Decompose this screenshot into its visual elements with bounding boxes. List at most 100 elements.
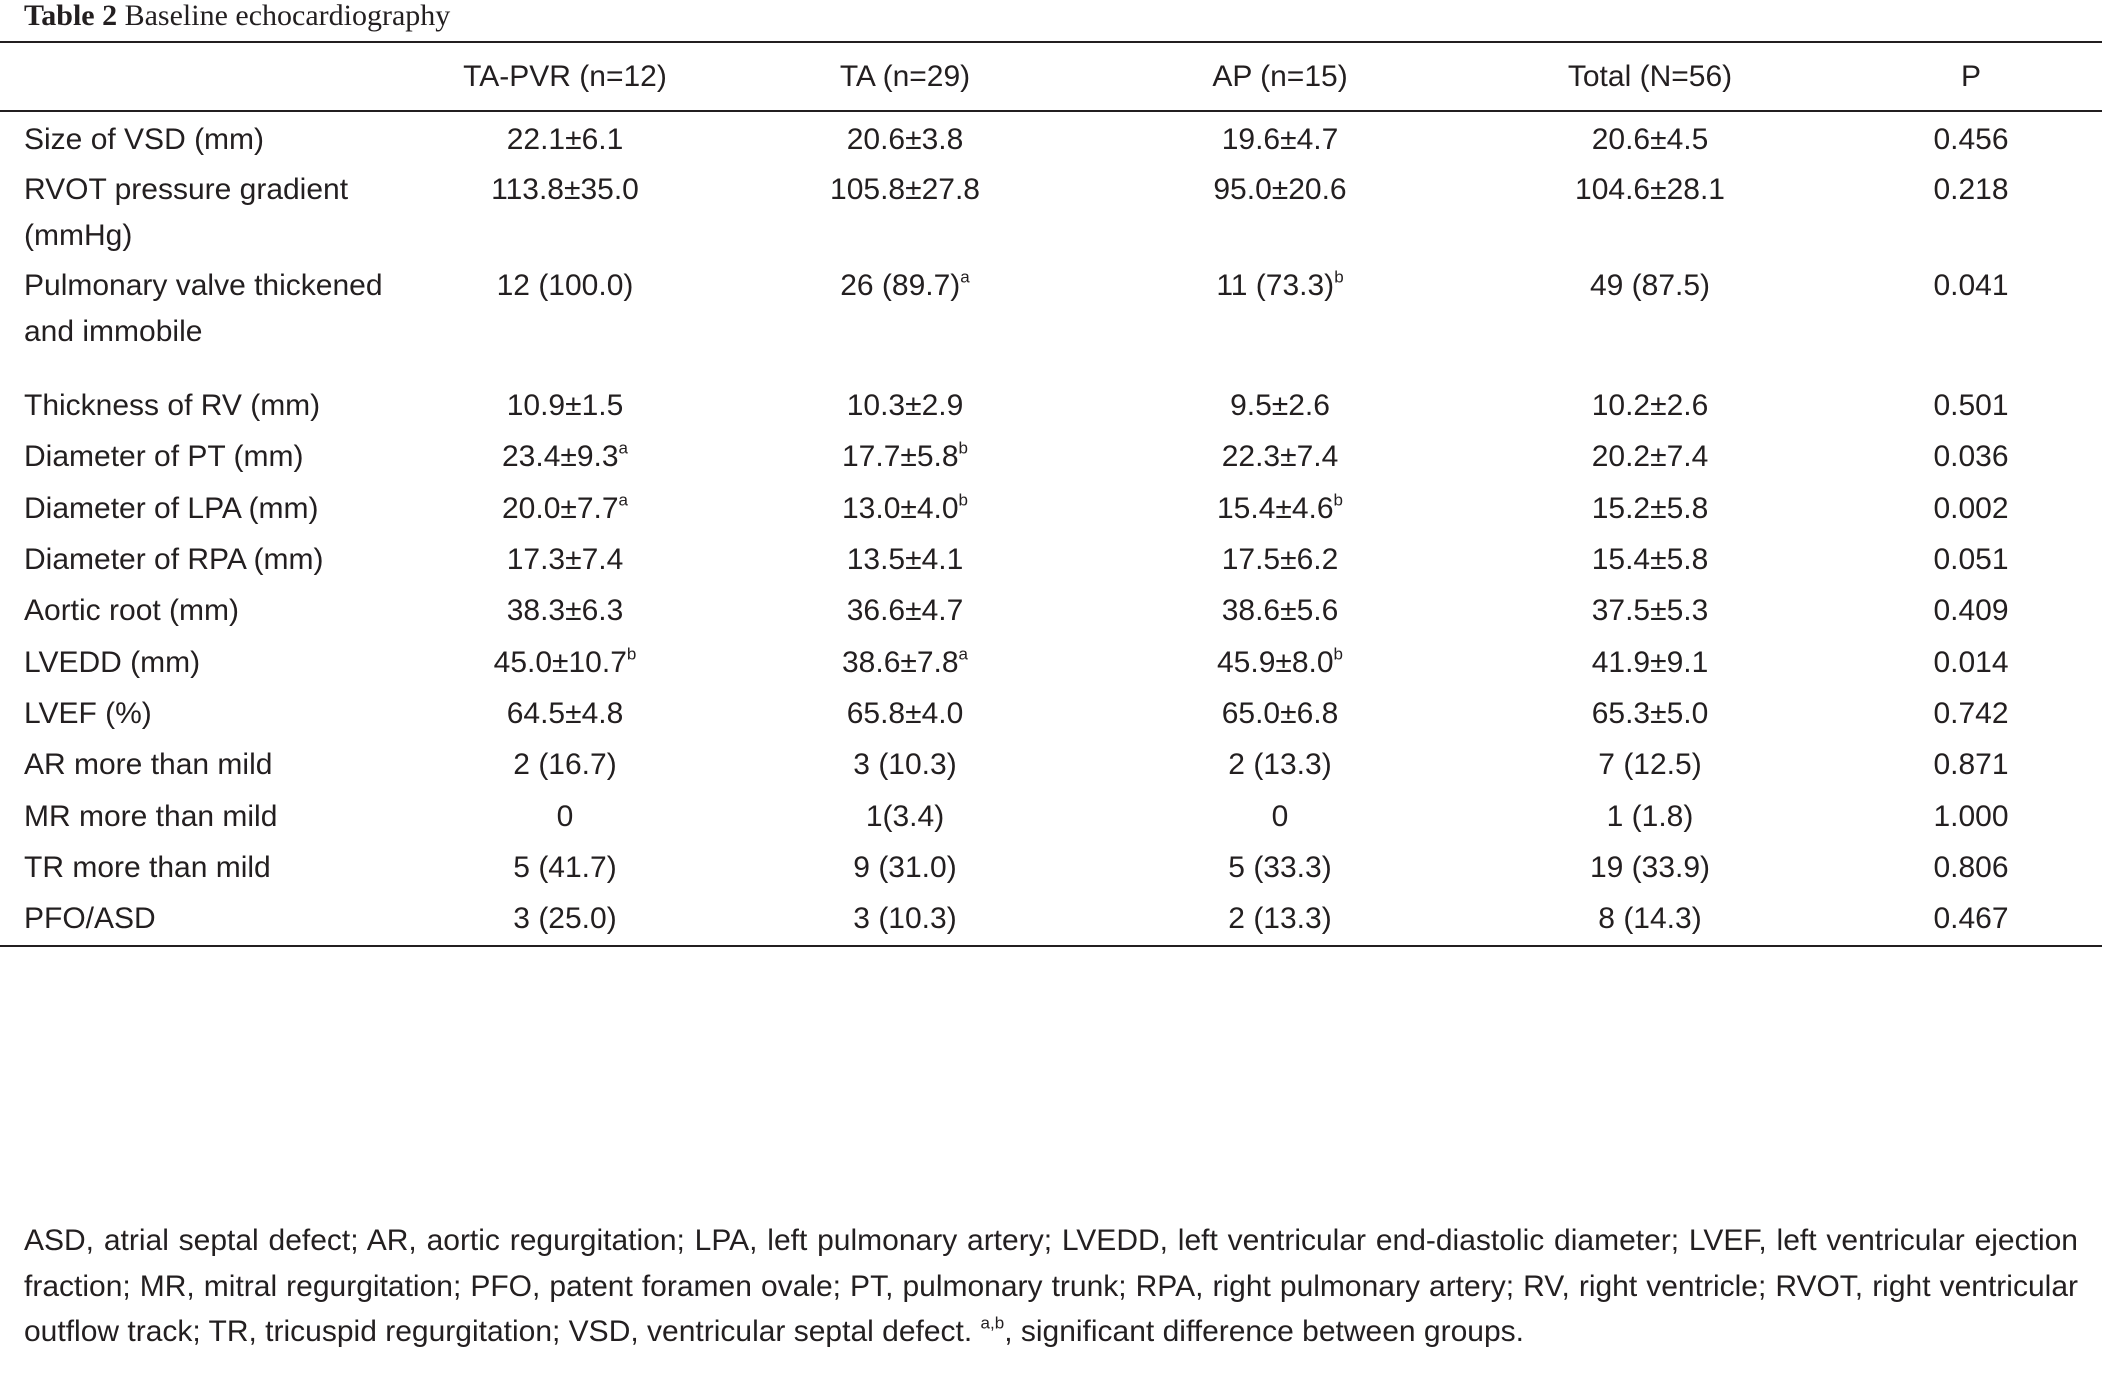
cell-value: 65.8±4.0: [846, 697, 964, 730]
table-cell: 0.051: [1840, 533, 2102, 584]
cell-value: 9 (31.0): [853, 851, 957, 884]
cell-superscript: b: [626, 644, 637, 664]
row-label: TR more than mild: [24, 851, 271, 884]
table-cell: 2 (16.7): [420, 738, 710, 790]
row-label: Thickness of RV (mm): [24, 389, 321, 422]
cell-value: 0.002: [1933, 492, 2009, 525]
table-cell: 17.7±5.8b: [710, 430, 1100, 482]
cell-value: 10.9±1.5: [506, 389, 624, 422]
table-header: TA-PVR (n=12) TA (n=29) AP (n=15) Total …: [0, 42, 2102, 111]
cell-value: 10.3±2.9: [846, 389, 964, 422]
table-cell: 0.467: [1840, 892, 2102, 946]
row-label: MR more than mild: [24, 800, 278, 833]
table-cell: 0.014: [1840, 636, 2102, 687]
table-cell: 3 (10.3): [710, 892, 1100, 946]
cell-value: 20.6±3.8: [846, 123, 964, 156]
cell-value: 17.3±7.4: [506, 543, 624, 576]
cell-value: 0.806: [1933, 851, 2009, 884]
cell-value: 0.051: [1933, 543, 2009, 576]
table-row: PFO/ASD 3 (25.0) 3 (10.3) 2 (13.3) 8 (14.3) 0…: [0, 892, 2102, 946]
table-cell: 37.5±5.3: [1460, 584, 1840, 636]
table-cell: 9.5±2.6: [1100, 379, 1460, 430]
cell-value: 13.0±4.0: [841, 492, 959, 525]
table-row: MR more than mild 0 1(3.4) 0 1 (1.8) 1.000: [0, 790, 2102, 841]
cell-value: 36.6±4.7: [846, 594, 964, 627]
table-cell: 65.8±4.0: [710, 687, 1100, 738]
table-cell: 113.8±35.0: [420, 163, 710, 259]
cell-value: 0.409: [1933, 594, 2009, 627]
row-label: PFO/ASD: [24, 902, 156, 935]
header-cell: TA (n=29): [839, 59, 971, 93]
table-cell: 20.6±4.5: [1460, 111, 1840, 163]
cell-value: 19.6±4.7: [1221, 123, 1339, 156]
table-cell: 10.3±2.9: [710, 379, 1100, 430]
table-row: Thickness of RV (mm) 10.9±1.5 10.3±2.9 9.5±…: [0, 379, 2102, 430]
table-row: Size of VSD (mm) 22.1±6.1 20.6±3.8 19.6±4.7…: [0, 111, 2102, 163]
table-cell: 22.1±6.1: [420, 111, 710, 163]
cell-superscript: a: [958, 644, 969, 664]
echocardiography-table: TA-PVR (n=12) TA (n=29) AP (n=15) Total …: [0, 41, 2102, 947]
row-label: Size of VSD (mm): [24, 123, 265, 156]
cell-value: 45.0±10.7: [493, 646, 627, 679]
table-cell: 64.5±4.8: [420, 687, 710, 738]
table-cell: 1(3.4): [710, 790, 1100, 841]
cell-value: 38.3±6.3: [506, 594, 624, 627]
cell-value: 0.501: [1933, 389, 2009, 422]
cell-value: 22.3±7.4: [1221, 440, 1339, 473]
cell-value: 13.5±4.1: [846, 543, 964, 576]
table-row: Aortic root (mm) 38.3±6.3 36.6±4.7 38.6±5.6…: [0, 584, 2102, 636]
cell-value: 1.000: [1933, 800, 2009, 833]
table-cell: 13.5±4.1: [710, 533, 1100, 584]
cell-value: 1 (1.8): [1606, 800, 1694, 833]
cell-value: 20.2±7.4: [1591, 440, 1709, 473]
table-cell: 0.871: [1840, 738, 2102, 790]
table-cell: 0.456: [1840, 111, 2102, 163]
table-cell: 7 (12.5): [1460, 738, 1840, 790]
table-footnote: ASD, atrial septal defect; AR, aortic re…: [24, 1218, 2078, 1355]
table-cell: 49 (87.5): [1460, 259, 1840, 379]
table-cell: 3 (10.3): [710, 738, 1100, 790]
table-cell: 65.0±6.8: [1100, 687, 1460, 738]
header-cell: P: [1960, 59, 1981, 93]
cell-superscript: b: [1333, 490, 1344, 510]
table-cell: 10.9±1.5: [420, 379, 710, 430]
table-cell: 0: [1100, 790, 1460, 841]
table-cell: 0.041: [1840, 259, 2102, 379]
cell-value: 5 (33.3): [1228, 851, 1332, 884]
table-number: Table 2: [24, 0, 118, 32]
cell-value: 37.5±5.3: [1591, 594, 1709, 627]
table-cell: 5 (33.3): [1100, 841, 1460, 892]
cell-value: 10.2±2.6: [1591, 389, 1709, 422]
row-label: Aortic root (mm): [24, 594, 240, 627]
table-row: LVEF (%) 64.5±4.8 65.8±4.0 65.0±6.8 65.3±5.0…: [0, 687, 2102, 738]
table-cell: 5 (41.7): [420, 841, 710, 892]
table-cell: 41.9±9.1: [1460, 636, 1840, 687]
header-cell: AP (n=15): [1212, 59, 1348, 93]
table-cell: 15.2±5.8: [1460, 482, 1840, 533]
cell-value: 3 (10.3): [853, 748, 957, 781]
cell-value: 0: [1271, 800, 1289, 833]
table-cell: 104.6±28.1: [1460, 163, 1840, 259]
table-title: Baseline echocardiography: [124, 0, 451, 32]
cell-value: 45.9±8.0: [1216, 646, 1334, 679]
header-cell: Total (N=56): [1567, 59, 1733, 93]
cell-value: 0: [556, 800, 574, 833]
table-row: RVOT pressure gradient (mmHg) 113.8±35.0 1…: [0, 163, 2102, 259]
cell-value: 49 (87.5): [1589, 269, 1711, 302]
table-cell: 65.3±5.0: [1460, 687, 1840, 738]
cell-superscript: b: [1334, 267, 1344, 287]
table-row: TR more than mild 5 (41.7) 9 (31.0) 5 (33.3…: [0, 841, 2102, 892]
table-cell: 2 (13.3): [1100, 892, 1460, 946]
cell-value: 0.218: [1933, 173, 2009, 206]
table-cell: 20.2±7.4: [1460, 430, 1840, 482]
cell-superscript: a: [618, 490, 629, 510]
cell-value: 3 (25.0): [513, 902, 617, 935]
cell-value: 20.0±7.7: [501, 492, 619, 525]
table-cell: 13.0±4.0b: [710, 482, 1100, 533]
footnote-text-after: , significant difference between groups.: [1004, 1315, 1524, 1348]
cell-value: 105.8±27.8: [830, 173, 980, 206]
cell-value: 15.4±5.8: [1591, 543, 1709, 576]
table-cell: 0.036: [1840, 430, 2102, 482]
footnote-superscript: a,b: [980, 1313, 1005, 1333]
table-cell: 10.2±2.6: [1460, 379, 1840, 430]
